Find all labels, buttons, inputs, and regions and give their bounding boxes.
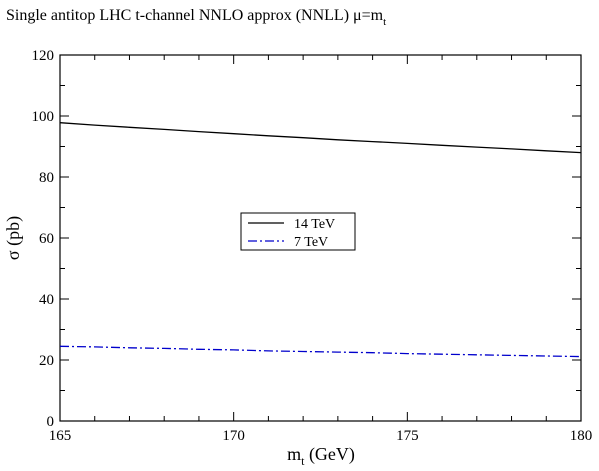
legend-box [240, 212, 356, 251]
series-line-7tev [59, 345, 582, 358]
x-tick-label: 175 [396, 428, 419, 444]
chart-title-main: Single antitop LHC t-channel NNLO approx… [6, 7, 384, 24]
y-tick-label: 60 [39, 231, 54, 247]
legend-label-7tev: 7 TeV [294, 235, 328, 250]
chart-title-subscript: t [383, 16, 386, 28]
x-axis-label: mt (GeV) [287, 444, 355, 468]
x-tick-label: 180 [570, 428, 593, 444]
y-tick-label: 100 [32, 109, 55, 125]
legend-label-14tev: 14 TeV [294, 217, 335, 232]
x-tick-label: 170 [222, 428, 245, 444]
y-tick-label: 80 [39, 170, 54, 186]
y-tick-label: 0 [47, 414, 55, 430]
chart-title: Single antitop LHC t-channel NNLO approx… [6, 7, 386, 28]
x-axis-label-main: m [287, 444, 301, 464]
y-axis: 0 20 40 60 80 100 120 [32, 48, 581, 430]
x-axis-label-unit: (GeV) [304, 444, 354, 465]
series-line-14tev [59, 122, 582, 154]
legend: 14 TeV 7 TeV [240, 212, 356, 251]
y-tick-label: 120 [32, 48, 55, 64]
x-axis: 165 170 175 180 [49, 55, 593, 444]
y-tick-label: 40 [39, 292, 54, 308]
x-axis-label-subscript: t [301, 454, 305, 468]
y-tick-label: 20 [39, 353, 54, 369]
y-axis-label: σ (pb) [3, 216, 24, 260]
x-tick-label: 165 [49, 428, 72, 444]
